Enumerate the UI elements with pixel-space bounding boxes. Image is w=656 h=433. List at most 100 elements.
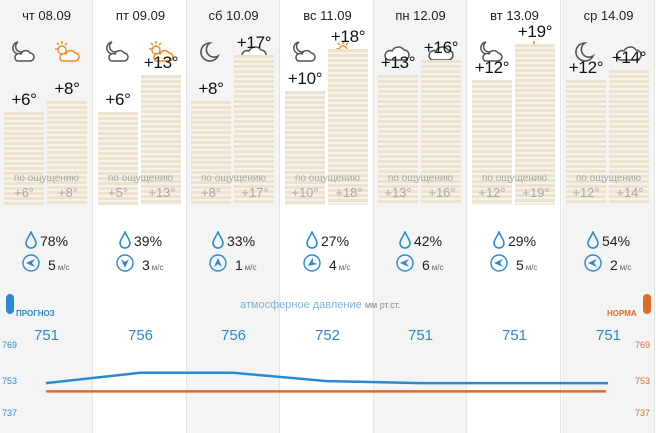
moon-icon [195, 40, 223, 64]
wind-direction-icon [22, 254, 40, 272]
day-column[interactable]: ср 14.09 +12° +14° по ощущению +12° +14° 54% 2 м… [562, 0, 655, 433]
night-temp: +6° [105, 90, 131, 109]
thermometer-orange-icon [643, 294, 651, 314]
day-temp: +14° [611, 48, 647, 67]
humidity-value: 54% [602, 233, 631, 249]
wind-speed: 5 м/с [48, 257, 70, 273]
thermometer-blue-icon [6, 294, 14, 314]
wind-speed-value: 5 [516, 257, 524, 273]
moon-cloud-icon [476, 40, 504, 64]
day-temp-bar [47, 101, 87, 205]
night-temp-bar [98, 112, 138, 205]
wind-direction-icon [303, 254, 321, 272]
pressure-value: 756 [127, 327, 154, 344]
wind-unit: м/с [431, 263, 444, 272]
feels-day: +13° [148, 185, 176, 200]
day-column[interactable]: вт 13.09 +12° +19° по ощущению +12° +19° 29% 5 м… [468, 0, 561, 433]
humidity-value: 39% [134, 233, 163, 249]
day-temp: +17° [236, 33, 272, 52]
moon-cloud-icon [102, 40, 130, 64]
wind-speed: 3 м/с [142, 257, 164, 273]
wind-speed-value: 5 [48, 257, 56, 273]
humidity-value: 42% [414, 233, 443, 249]
day-temp: +13° [143, 53, 179, 72]
night-temp: +13° [380, 53, 416, 72]
day-temp: +19° [517, 22, 553, 41]
wind-direction-icon [209, 254, 227, 272]
day-temp: +18° [330, 27, 366, 46]
day-date: ср 14.09 [583, 8, 634, 23]
day-temp-bar [328, 49, 368, 205]
feels-like-label: по ощущению [576, 173, 641, 184]
humidity-drop-icon [211, 229, 225, 249]
feels-night: +13° [384, 185, 412, 200]
wind-unit: м/с [525, 263, 538, 272]
norm-badge: НОРМА [607, 309, 637, 318]
day-temp-bar [141, 75, 181, 205]
night-temp-bar [566, 80, 606, 205]
wind-speed-value: 3 [142, 257, 150, 273]
pressure-title-label: атмосферное давление [240, 299, 362, 311]
feels-like-label: по ощущению [388, 173, 453, 184]
pressure-value: 751 [595, 327, 622, 344]
night-temp-bar [191, 101, 231, 205]
day-column[interactable]: чт 08.09 +6° +8° по ощущению +6° +8° 78% 5 м/с 75… [0, 0, 93, 433]
night-temp: +6° [11, 90, 37, 109]
humidity-drop-icon [305, 229, 319, 249]
night-temp-bar [472, 80, 512, 205]
moon-icon [570, 40, 598, 64]
sun-cloud-icon [146, 40, 174, 64]
humidity-drop-icon [24, 229, 38, 249]
night-temp-bar [378, 75, 418, 205]
scale-left-low: 737 [2, 408, 18, 418]
day-date: вс 11.09 [303, 8, 352, 23]
wind-direction-icon [584, 254, 602, 272]
feels-like-label: по ощущению [482, 173, 547, 184]
night-temp: +10° [287, 69, 323, 88]
day-date: сб 10.09 [208, 8, 259, 23]
feels-like-label: по ощущению [295, 173, 360, 184]
feels-night: +8° [200, 185, 222, 200]
wind-speed-value: 2 [610, 257, 618, 273]
wind-speed-value: 6 [422, 257, 430, 273]
wind-direction-icon [396, 254, 414, 272]
humidity-value: 27% [321, 233, 350, 249]
day-temp: +16° [423, 38, 459, 57]
wind-speed: 1 м/с [235, 257, 257, 273]
wind-speed: 5 м/с [516, 257, 538, 273]
feels-night: +10° [291, 185, 319, 200]
day-date: пт 09.09 [115, 8, 166, 23]
cloud-icon [614, 40, 642, 64]
feels-day: +16° [428, 185, 456, 200]
wind-unit: м/с [338, 263, 351, 272]
pressure-value: 751 [501, 327, 528, 344]
wind-unit: м/с [57, 263, 70, 272]
day-column[interactable]: вс 11.09 +10° +18° по ощущению +10° +18° 27% 4 м… [281, 0, 374, 433]
night-temp: +12° [568, 58, 604, 77]
day-column[interactable]: пн 12.09 +13° +16° по ощущению +13° +16° 42% 6 м… [374, 0, 467, 433]
wind-speed: 4 м/с [329, 257, 351, 273]
feels-day: +19° [522, 185, 550, 200]
humidity-drop-icon [492, 229, 506, 249]
wind-direction-icon [116, 254, 134, 272]
day-temp-bar [515, 44, 555, 205]
day-column[interactable]: сб 10.09 +8° +17° по ощущению +8° +17° 33% 1 м/с… [187, 0, 280, 433]
day-column[interactable]: пт 09.09 +6° +13° по ощущению +5° +13° 39% 3 м/с… [94, 0, 187, 433]
feels-night: +5° [107, 185, 129, 200]
feels-night: +6° [13, 185, 35, 200]
pressure-unit: мм рт.ст. [364, 300, 401, 310]
wind-unit: м/с [619, 263, 632, 272]
feels-like-label: по ощущению [14, 173, 79, 184]
day-temp: +8° [54, 79, 80, 98]
moon-cloud-icon [8, 40, 36, 64]
humidity-drop-icon [586, 229, 600, 249]
wind-speed: 6 м/с [422, 257, 444, 273]
feels-night: +12° [478, 185, 506, 200]
humidity-value: 33% [227, 233, 256, 249]
pressure-value: 751 [33, 327, 60, 344]
wind-unit: м/с [244, 263, 257, 272]
wind-speed: 2 м/с [610, 257, 632, 273]
scale-left-mid: 753 [2, 376, 18, 386]
pressure-title: атмосферное давление мм рт.ст. [240, 299, 400, 311]
